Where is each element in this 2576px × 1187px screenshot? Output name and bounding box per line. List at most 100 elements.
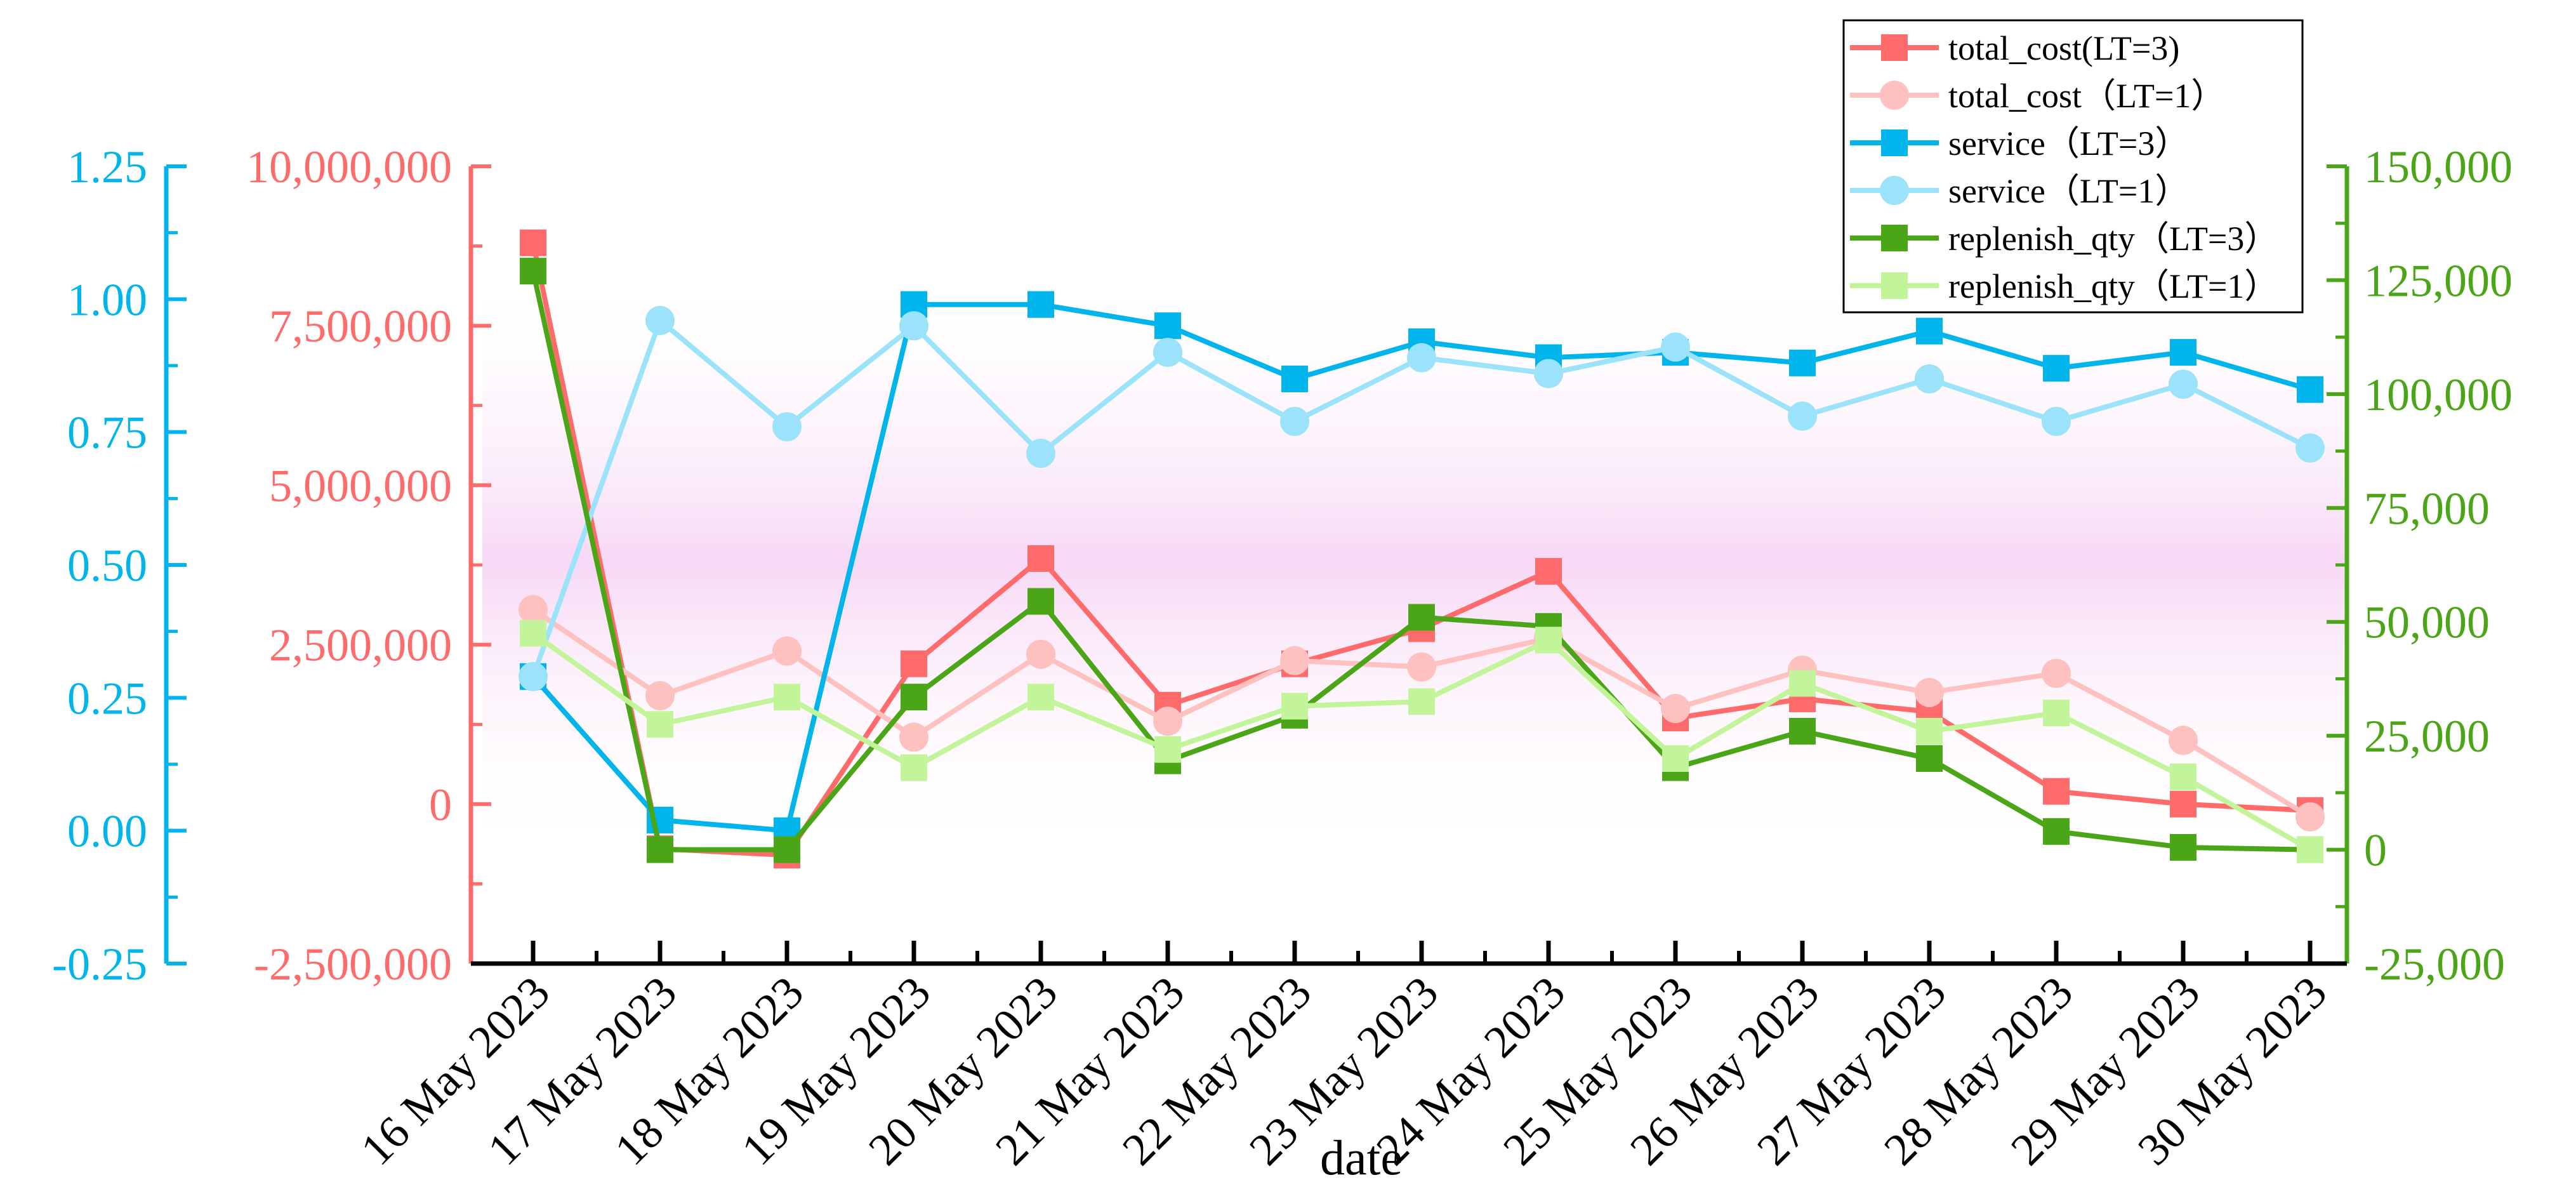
data-point (1027, 684, 1054, 711)
data-point (1915, 364, 1944, 394)
data-point (1280, 406, 1309, 436)
data-point (2169, 726, 2198, 755)
data-point (647, 836, 673, 863)
legend-marker (1881, 225, 1908, 251)
series-3 (519, 305, 2325, 691)
data-point (2170, 833, 2196, 861)
data-point (1408, 688, 1435, 715)
data-point (1026, 439, 1055, 468)
y-axis-service-tick-label: 1.00 (67, 274, 147, 325)
data-point (645, 680, 675, 710)
y-axis-qty-tick-label: 75,000 (2364, 483, 2490, 534)
data-point (2043, 778, 2070, 805)
legend-label: service（LT=1） (1948, 172, 2189, 210)
data-point (901, 754, 927, 781)
data-point (1916, 717, 1943, 745)
data-point (1662, 745, 1689, 773)
legend-label: replenish_qty（LT=1） (1948, 267, 2278, 305)
data-point (774, 684, 800, 711)
legend-label: total_cost(LT=3) (1948, 29, 2179, 67)
data-point (2295, 802, 2325, 832)
data-point (901, 650, 927, 677)
data-point (647, 711, 673, 738)
data-point (520, 229, 546, 256)
data-point (520, 620, 546, 647)
data-point (2043, 700, 2070, 727)
y-axis-cost-tick-label: 7,500,000 (269, 301, 452, 352)
y-axis-service-tick-label: 0.75 (67, 408, 147, 458)
legend-marker (1880, 176, 1909, 205)
data-point (2170, 790, 2196, 818)
legend: total_cost(LT=3) total_cost（LT=1） service（… (1842, 19, 2304, 314)
data-point (1154, 312, 1181, 340)
data-point (1027, 588, 1054, 615)
data-point (1407, 652, 1436, 682)
legend-item: total_cost（LT=1） (1850, 77, 2225, 115)
data-point (2297, 376, 2323, 403)
data-point (899, 311, 928, 341)
y-axis-service-tick-label: 0.00 (67, 806, 147, 857)
data-point (2297, 836, 2323, 863)
x-axis-title: date (1320, 1130, 1403, 1185)
data-point (899, 722, 928, 752)
series-layer (519, 229, 2325, 869)
legend-item: total_cost(LT=3) (1850, 29, 2179, 67)
data-point (2169, 369, 2198, 399)
data-point (1789, 670, 1816, 697)
data-point (901, 684, 927, 711)
y-axis-qty-tick-label: 100,000 (2364, 369, 2513, 420)
legend-marker (1881, 129, 1908, 156)
data-point (520, 258, 546, 285)
data-point (1281, 365, 1308, 392)
data-point (1916, 745, 1943, 773)
y-axis-service-tick-label: 0.25 (67, 673, 147, 724)
data-point (519, 595, 548, 625)
legend-item: service（LT=1） (1850, 172, 2189, 210)
data-point (1153, 338, 1182, 368)
y-axis-qty-tick-label: 50,000 (2364, 597, 2490, 648)
legend-item: replenish_qty（LT=3） (1850, 220, 2278, 258)
y-axis-cost-tick-label: 10,000,000 (246, 142, 452, 192)
data-point (2042, 406, 2071, 436)
data-point (1407, 343, 1436, 373)
data-point (772, 636, 802, 666)
data-point (1027, 545, 1054, 572)
data-point (1027, 291, 1054, 318)
data-point (2043, 355, 2070, 382)
data-point (1661, 694, 1690, 724)
data-point (2042, 658, 2071, 688)
y-axis-cost-tick-label: 5,000,000 (269, 460, 452, 511)
legend-marker (1881, 34, 1908, 61)
data-point (1661, 332, 1690, 362)
legend-item: replenish_qty（LT=1） (1850, 267, 2278, 305)
data-point (519, 661, 548, 691)
data-point (1154, 736, 1181, 763)
data-point (2043, 818, 2070, 845)
y-axis-service: -0.25 0.00 0.25 0.50 0.75 1.00 1.25 (52, 142, 187, 990)
legend-label: service（LT=3） (1948, 124, 2189, 162)
axes-layer: -0.25 0.00 0.25 0.50 0.75 1.00 1.25 -2,500,000 0… (52, 142, 2513, 990)
data-point (2170, 763, 2196, 790)
y-axis-service-tick-label: -0.25 (52, 939, 147, 990)
data-point (1026, 639, 1055, 669)
data-point (1408, 604, 1435, 631)
data-point (2170, 339, 2196, 366)
y-axis-qty-tick-label: 0 (2364, 825, 2387, 876)
legend-marker (1880, 81, 1909, 110)
data-point (2295, 433, 2325, 463)
data-point (1915, 677, 1944, 707)
y-axis-qty: -25,000 0 25,000 50,000 75,000 100,000 125,000… (2327, 142, 2513, 990)
data-point (1788, 401, 1817, 431)
data-point (1535, 558, 1562, 585)
data-point (645, 305, 675, 335)
data-point (1153, 706, 1182, 736)
legend-box (1842, 19, 2304, 314)
data-point (1281, 693, 1308, 720)
data-point (1916, 317, 1943, 345)
legend-marker (1881, 272, 1908, 299)
data-point (1535, 627, 1562, 654)
data-point (1789, 349, 1816, 376)
y-axis-cost-tick-label: -2,500,000 (254, 939, 452, 990)
y-axis-qty-tick-label: -25,000 (2364, 939, 2505, 990)
